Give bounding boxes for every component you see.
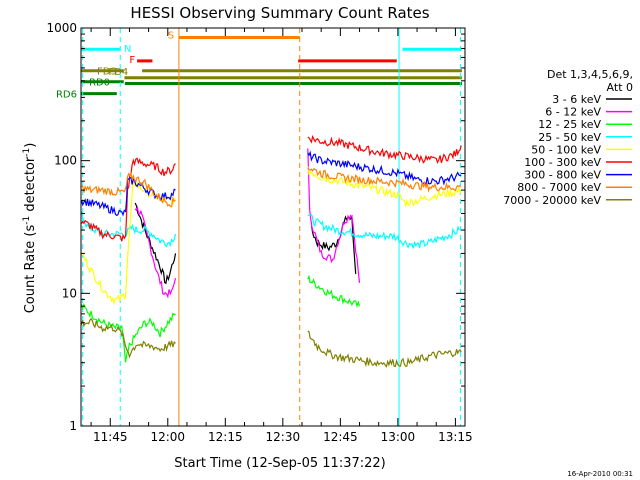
y-axis-ticks: 1 10 100 1000: [46, 21, 465, 433]
series-line: [307, 150, 462, 186]
series-line: [80, 317, 176, 359]
y-axis-label-main: Count Rate (s: [23, 225, 38, 314]
y-tick-label: 10: [62, 286, 77, 300]
flag-label: RD6: [56, 90, 77, 101]
flag-label: FD4: [108, 67, 128, 78]
x-tick-label: 12:15: [208, 430, 243, 444]
legend-entry-label: 12 - 25 keV: [538, 118, 601, 131]
x-tick-label: 12:30: [266, 430, 301, 444]
series-line: [307, 134, 462, 164]
x-tick-label: 11:45: [93, 430, 128, 444]
series-line: [134, 202, 177, 285]
legend-entry-label: 6 - 12 keV: [545, 106, 601, 119]
legend-entry-label: 25 - 50 keV: [538, 131, 601, 144]
legend-entry-label: 3 - 6 keV: [552, 93, 601, 106]
x-tick-label: 13:15: [438, 430, 473, 444]
series-lines: [80, 134, 462, 368]
legend-entry-label: 800 - 7000 keV: [517, 181, 601, 194]
chart-title: HESSI Observing Summary Count Rates: [130, 4, 429, 22]
series-line: [307, 166, 462, 207]
series-line: [307, 330, 462, 368]
flag-label: S: [168, 31, 174, 42]
flag-label: RD0: [89, 78, 110, 89]
x-axis-label: Start Time (12-Sep-05 11:37:22): [174, 456, 385, 471]
x-tick-label: 13:00: [381, 430, 416, 444]
legend-entry-label: 7000 - 20000 keV: [503, 194, 601, 207]
legend-title-line1: Det 1,3,4,5,6,9,: [547, 68, 633, 81]
y-tick-label: 100: [54, 154, 77, 168]
legend-entry-label: 100 - 300 keV: [524, 156, 601, 169]
series-line: [311, 214, 357, 274]
y-axis-label-sup1: -1: [22, 216, 32, 225]
series-line: [307, 167, 462, 193]
x-tick-label: 12:00: [150, 430, 185, 444]
y-axis-label-mid: detector: [23, 156, 38, 216]
time-markers: [82, 28, 461, 426]
y-axis-label: Count Rate (s-1 detector-1): [22, 143, 38, 314]
y-tick-label: 1000: [46, 21, 77, 35]
flag-label: F: [129, 55, 135, 66]
x-axis-ticks: 11:45 12:00 12:15 12:30 12:45 13:00 13:15: [90, 28, 473, 444]
plot-frame: [80, 27, 466, 427]
x-tick-label: 12:45: [323, 430, 358, 444]
series-line: [80, 303, 176, 363]
series-line: [307, 274, 361, 309]
flag-label: N: [124, 44, 131, 55]
series-line: [81, 171, 176, 208]
series-line: [307, 213, 460, 249]
series-line: [307, 148, 361, 283]
series-line: [80, 157, 176, 242]
flag-label: FD3: [97, 67, 117, 78]
legend-entry-label: 50 - 100 keV: [531, 143, 601, 156]
y-tick-label: 1: [69, 419, 77, 433]
series-line: [134, 205, 177, 299]
y-axis-label-sup2: -1: [22, 148, 32, 157]
y-axis-label-end: ): [23, 143, 38, 148]
footer-date: 16-Apr-2010 00:31: [567, 470, 633, 478]
legend-entry-label: 300 - 800 keV: [524, 169, 601, 182]
legend-title-line2: Att 0: [607, 81, 633, 94]
